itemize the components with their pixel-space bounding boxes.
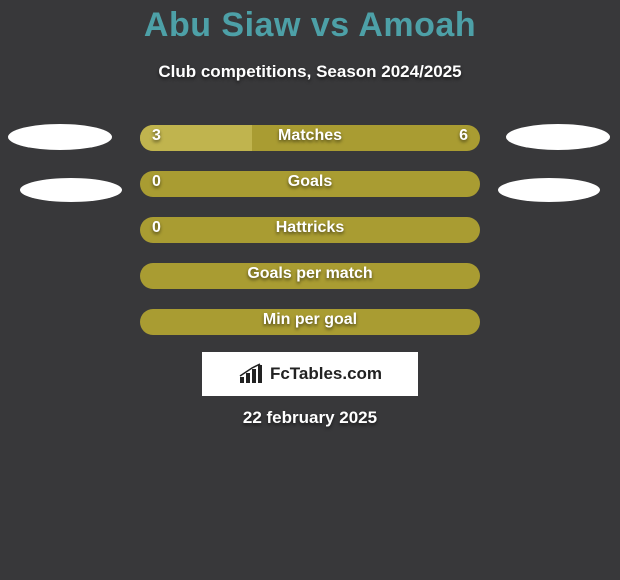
player-right-avatar-1 — [506, 124, 610, 150]
player-left-avatar-1 — [8, 124, 112, 150]
stat-row-label: Min per goal — [140, 311, 480, 329]
stat-row: Hattricks0 — [140, 217, 480, 243]
stats-comparison-card: Abu Siaw vs Amoah Club competitions, Sea… — [0, 0, 620, 580]
stat-row-left-value: 0 — [152, 219, 161, 237]
source-logo: FcTables.com — [202, 352, 418, 396]
player-right-avatar-2 — [498, 178, 600, 202]
bar-chart-icon — [238, 363, 264, 385]
stat-row-label: Hattricks — [140, 219, 480, 237]
snapshot-date: 22 february 2025 — [0, 408, 620, 428]
stat-row: Goals per match — [140, 263, 480, 289]
stat-row-right-value: 6 — [459, 127, 468, 145]
stat-row-left-value: 3 — [152, 127, 161, 145]
stat-row: Matches3 6 — [140, 125, 480, 151]
subtitle: Club competitions, Season 2024/2025 — [0, 62, 620, 82]
stat-row: Min per goal — [140, 309, 480, 335]
stat-row-left-value: 0 — [152, 173, 161, 191]
source-logo-text: FcTables.com — [270, 364, 382, 384]
player-left-avatar-2 — [20, 178, 122, 202]
page-title: Abu Siaw vs Amoah — [0, 6, 620, 45]
stat-row-label: Goals — [140, 173, 480, 191]
stat-row: Goals0 — [140, 171, 480, 197]
stat-row-label: Goals per match — [140, 265, 480, 283]
stat-row-label: Matches — [140, 127, 480, 145]
